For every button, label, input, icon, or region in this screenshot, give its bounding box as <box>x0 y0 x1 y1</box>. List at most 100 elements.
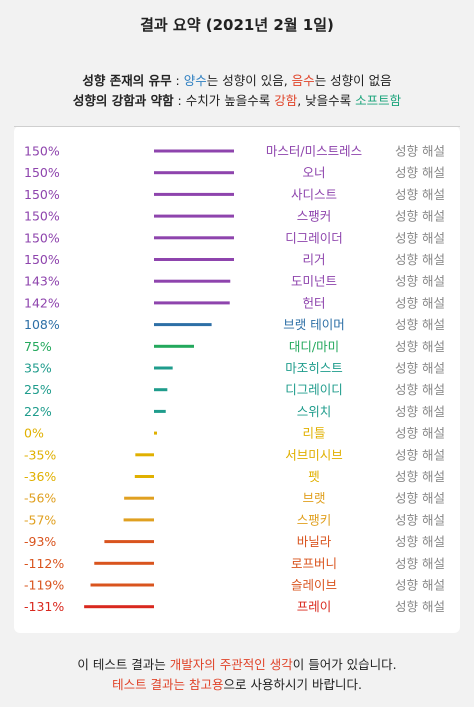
action-link-explanation[interactable]: 성향 해설 <box>395 426 445 441</box>
action-link-explanation[interactable]: 성향 해설 <box>395 252 445 267</box>
value-label: 150% <box>24 144 60 159</box>
bar <box>90 583 154 587</box>
bar <box>154 344 194 348</box>
legend-explanation: 성향 존재의 유무 : 양수는 성향이 있음, 음수는 성향이 없음 성향의 강… <box>0 71 474 111</box>
action-link-explanation[interactable]: 성향 해설 <box>395 230 445 245</box>
legend-strength-text-1: : 수치가 높을수록 <box>173 93 275 108</box>
disclaimer-highlight-1: 개발자의 주관적인 생각 <box>169 657 293 672</box>
legend-presence-text-1: 는 성향이 있음, <box>206 73 292 88</box>
legend-soft-word: 소프트함 <box>355 93 402 108</box>
value-label: 150% <box>24 252 60 267</box>
value-label: -35% <box>24 447 56 462</box>
legend-presence-sep: : <box>171 73 184 88</box>
bar <box>154 388 168 392</box>
bar <box>154 149 234 153</box>
category-label: 브랫 테이머 <box>283 317 344 332</box>
bar <box>154 279 231 283</box>
bar <box>154 214 234 218</box>
category-label: 스위치 <box>297 404 332 419</box>
value-label: 25% <box>24 382 52 397</box>
action-link-explanation[interactable]: 성향 해설 <box>395 295 445 310</box>
disclaimer: 이 테스트 결과는 개발자의 주관적인 생각이 들어가 있습니다. 테스트 결과… <box>0 655 474 695</box>
category-label: 디그레이더 <box>285 230 343 245</box>
action-link-explanation[interactable]: 성향 해설 <box>395 187 445 202</box>
bar <box>84 605 154 609</box>
bar <box>154 366 173 370</box>
bar <box>154 431 157 435</box>
action-link-explanation[interactable]: 성향 해설 <box>395 534 445 549</box>
bar <box>94 561 154 565</box>
action-link-explanation[interactable]: 성향 해설 <box>395 599 445 614</box>
disclaimer-line-1: 이 테스트 결과는 개발자의 주관적인 생각이 들어가 있습니다. <box>0 655 474 675</box>
bar <box>123 518 154 522</box>
legend-strength-label: 성향의 강함과 약함 <box>72 93 174 108</box>
disclaimer-text-2: 이 들어가 있습니다. <box>292 657 397 672</box>
disclaimer-text-3: 으로 사용하시기 바랍니다. <box>223 677 362 692</box>
action-link-explanation[interactable]: 성향 해설 <box>395 382 445 397</box>
bar <box>154 409 166 413</box>
category-label: 스팽커 <box>297 209 332 224</box>
bar <box>154 323 212 327</box>
bar <box>154 301 230 305</box>
value-label: 0% <box>24 426 44 441</box>
legend-line-strength: 성향의 강함과 약함 : 수치가 높을수록 강함, 낮을수록 소프트함 <box>0 91 474 111</box>
panel-divider <box>14 126 460 127</box>
category-label: 서브미시브 <box>285 447 343 462</box>
action-link-explanation[interactable]: 성향 해설 <box>395 512 445 527</box>
category-label: 브랫 <box>302 491 325 506</box>
action-link-explanation[interactable]: 성향 해설 <box>395 447 445 462</box>
action-link-explanation[interactable]: 성향 해설 <box>395 361 445 376</box>
category-label: 디그레이디 <box>285 382 343 397</box>
value-label: 75% <box>24 339 52 354</box>
category-label: 펫 <box>308 469 320 484</box>
bar <box>154 192 234 196</box>
value-label: -57% <box>24 512 56 527</box>
category-label: 도미넌트 <box>291 274 337 289</box>
category-label: 마조히스트 <box>285 361 343 376</box>
category-label: 리거 <box>302 252 325 267</box>
results-panel <box>14 126 460 633</box>
action-link-explanation[interactable]: 성향 해설 <box>395 578 445 593</box>
legend-presence-label: 성향 존재의 유무 <box>82 73 172 88</box>
category-label: 바닐라 <box>297 534 332 549</box>
value-label: 150% <box>24 165 60 180</box>
disclaimer-highlight-2: 테스트 결과는 참고용 <box>112 677 224 692</box>
category-label: 슬레이브 <box>291 578 337 593</box>
action-link-explanation[interactable]: 성향 해설 <box>395 556 445 571</box>
value-label: 143% <box>24 274 60 289</box>
action-link-explanation[interactable]: 성향 해설 <box>395 144 445 159</box>
value-label: 108% <box>24 317 60 332</box>
bar <box>154 171 234 175</box>
action-link-explanation[interactable]: 성향 해설 <box>395 317 445 332</box>
bar <box>124 496 154 500</box>
category-label: 오너 <box>302 165 325 180</box>
value-label: -56% <box>24 491 56 506</box>
value-label: 150% <box>24 209 60 224</box>
value-label: -119% <box>24 578 64 593</box>
value-label: 35% <box>24 361 52 376</box>
action-link-explanation[interactable]: 성향 해설 <box>395 165 445 180</box>
action-link-explanation[interactable]: 성향 해설 <box>395 491 445 506</box>
bar <box>135 453 154 457</box>
category-label: 헌터 <box>302 295 325 310</box>
category-label: 로프버니 <box>291 556 337 571</box>
action-link-explanation[interactable]: 성향 해설 <box>395 404 445 419</box>
category-label: 사디스트 <box>291 187 337 202</box>
action-link-explanation[interactable]: 성향 해설 <box>395 469 445 484</box>
legend-line-presence: 성향 존재의 유무 : 양수는 성향이 있음, 음수는 성향이 없음 <box>0 71 474 91</box>
legend-strong-word: 강함 <box>274 93 298 108</box>
category-label: 대디/마미 <box>289 339 339 354</box>
legend-positive-word: 양수 <box>183 73 207 88</box>
action-link-explanation[interactable]: 성향 해설 <box>395 209 445 224</box>
disclaimer-line-2: 테스트 결과는 참고용으로 사용하시기 바랍니다. <box>0 675 474 695</box>
category-label: 프레이 <box>297 599 332 614</box>
legend-negative-word: 음수 <box>291 73 315 88</box>
action-link-explanation[interactable]: 성향 해설 <box>395 339 445 354</box>
legend-strength-text-2: , 낮을수록 <box>297 93 356 108</box>
bar <box>134 475 154 478</box>
disclaimer-text-1: 이 테스트 결과는 <box>77 657 170 672</box>
action-link-explanation[interactable]: 성향 해설 <box>395 274 445 289</box>
value-label: 22% <box>24 404 52 419</box>
bar <box>154 236 234 240</box>
